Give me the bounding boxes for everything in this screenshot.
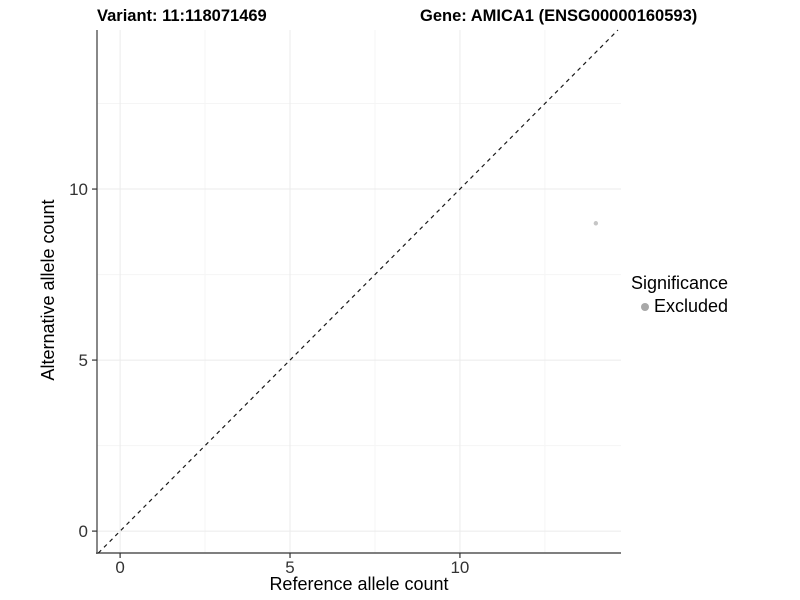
y-tick-label: 0 [79, 522, 88, 541]
identity-line [97, 29, 619, 554]
plot-title-variant: Variant: 11:118071469 [97, 7, 267, 25]
data-point [593, 221, 599, 226]
legend-item-excluded: Excluded [631, 296, 728, 317]
x-tick-label: 0 [115, 558, 124, 577]
x-axis-title: Reference allele count [269, 574, 449, 594]
plot-title-gene: Gene: AMICA1 (ENSG00000160593) [420, 7, 698, 25]
y-tick-label: 5 [79, 351, 88, 370]
y-axis-title: Alternative allele count [38, 199, 58, 381]
legend-key-dot-icon [641, 302, 649, 311]
x-tick-label: 5 [285, 558, 294, 577]
x-tick-label: 10 [450, 558, 469, 577]
legend-title: Significance [631, 273, 729, 293]
y-tick-label: 10 [69, 180, 88, 199]
legend-item-label: Excluded [654, 296, 729, 316]
legend: Significance Excluded [631, 273, 728, 317]
